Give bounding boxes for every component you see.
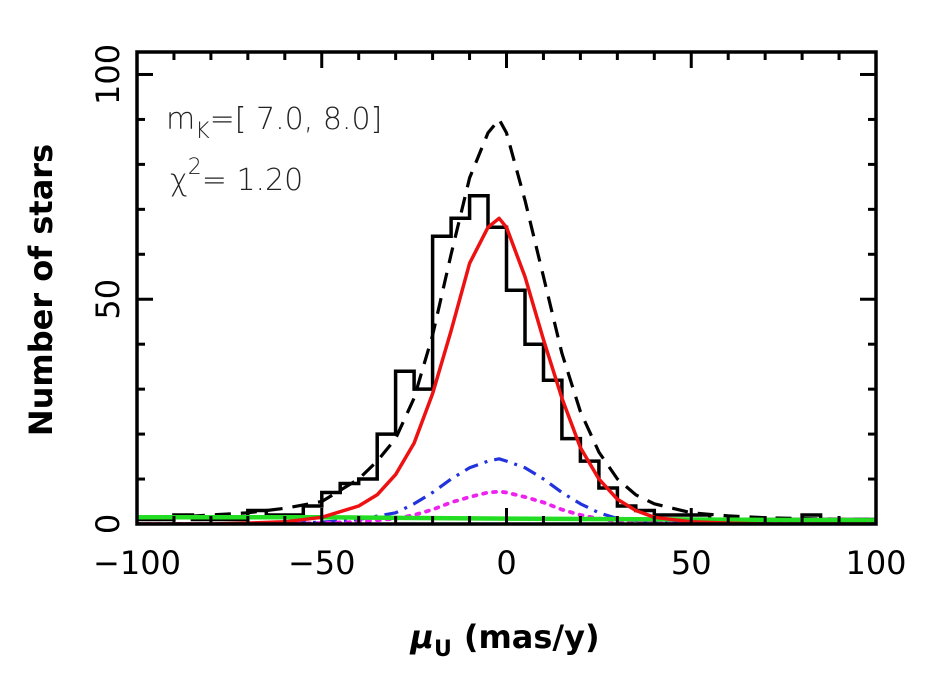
series-line-dashed (137, 117, 876, 522)
y-tick-label: 0 (89, 514, 127, 534)
x-tick-label: 100 (845, 544, 906, 582)
x-tick-label: 50 (671, 544, 712, 582)
series-line-dashdot (137, 457, 876, 524)
annotation-chi2: χ2= 1.20 (170, 155, 303, 198)
annotation-chi-symbol: χ (170, 163, 188, 198)
annotation-mk: mK=[ 7.0, 8.0] (166, 102, 382, 144)
tick-labels: −100 −50 0 50 100 0 50 100 (89, 44, 907, 582)
annotation-chi-value: = 1.20 (202, 163, 303, 198)
x-axis-title-unit: (mas/y) (464, 618, 600, 656)
x-axis-title: μU (mas/y) (409, 618, 599, 662)
y-tick-label: 50 (89, 279, 127, 320)
histogram-observed (137, 194, 876, 522)
y-tick-label: 100 (89, 44, 127, 105)
annotation-mk-range: =[ 7.0, 8.0] (210, 102, 383, 137)
y-axis-title: Number of stars (22, 144, 60, 436)
annotation-chi-sup: 2 (188, 155, 202, 180)
x-tick-label: −50 (288, 544, 356, 582)
x-axis-title-sub: U (434, 637, 452, 662)
x-tick-label: −100 (93, 544, 181, 582)
x-tick-label: 0 (496, 544, 516, 582)
series-line-solid (137, 216, 876, 524)
annotation-mk-sub: K (195, 119, 210, 144)
axis-ticks (135, 52, 878, 526)
annotation-mk-m: m (166, 102, 195, 137)
x-axis-title-symbol: μ (409, 618, 434, 656)
